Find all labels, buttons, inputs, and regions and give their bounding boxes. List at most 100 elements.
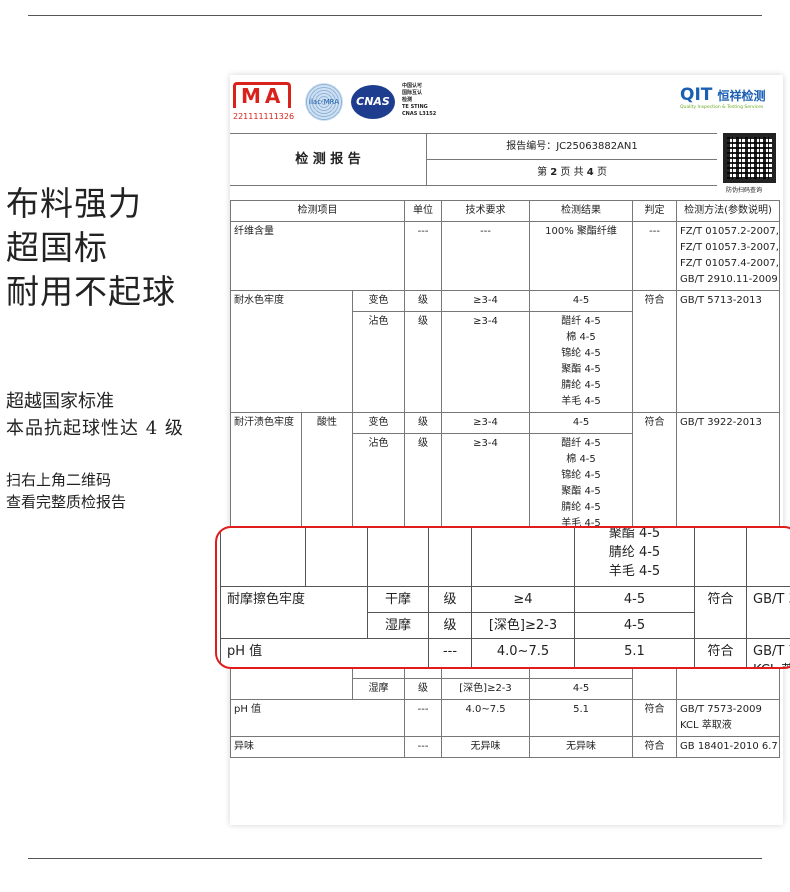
report-title-box: 检 测 报 告 报告编号：JC25063882AN1 第 2 页 共 4 页 bbox=[230, 133, 717, 186]
table-row: 沾色 级 ≥3-4 醋纤 4-5 棉 4-5 锦纶 4-5 聚酯 4-5 腈纶 … bbox=[231, 311, 780, 413]
item-cell bbox=[220, 528, 306, 587]
table-row: 异味 --- 无异味 无异味 符合 GB 18401-2010 6.7 bbox=[229, 736, 781, 758]
header-result: 检测结果 bbox=[529, 200, 634, 222]
cnas-caption: 中国认可 国际互认 检测 TE STING CNAS L3152 bbox=[402, 83, 436, 118]
caption-line: 国际互认 bbox=[402, 90, 423, 96]
qit-mark: QIT bbox=[680, 85, 713, 105]
item-cell: pH 值 bbox=[220, 638, 429, 667]
req-cell: [深色]≥2-3 bbox=[441, 678, 531, 700]
method-cell: GB/T 7 KCL 萃 bbox=[746, 638, 790, 667]
caption-line: CNAS L3152 bbox=[402, 111, 437, 117]
header-unit: 单位 bbox=[404, 200, 443, 222]
stain-result: 醋纤 4-5 bbox=[561, 316, 601, 327]
verdict-cell: 符合 bbox=[694, 638, 747, 667]
verdict-cell bbox=[694, 528, 747, 587]
stain-result: 聚酯 4-5 bbox=[608, 526, 661, 541]
item-cell: 耐水色牢度 bbox=[230, 290, 353, 413]
unit-cell: 级 bbox=[404, 290, 443, 312]
stain-result: 棉 4-5 bbox=[566, 454, 596, 465]
method-line: FZ/T 01057.3-2007, bbox=[680, 242, 779, 253]
result-cell: 100% 聚酯纤维 bbox=[529, 221, 634, 291]
hint-line: 扫右上角二维码 bbox=[6, 471, 112, 489]
results-table: 检测项目 单位 技术要求 检测结果 判定 检测方法(参数说明) 纤维含量 ---… bbox=[229, 200, 781, 758]
sub-item-cell: 变色 bbox=[351, 290, 406, 312]
unit-cell: --- bbox=[404, 736, 443, 758]
hint-line: 查看完整质检报告 bbox=[6, 493, 127, 511]
caption-line: 检测 bbox=[402, 97, 413, 103]
unit-cell: 级 bbox=[428, 586, 472, 613]
table-row: 聚酯 4-5 腈纶 4-5 羊毛 4-5 bbox=[220, 526, 790, 587]
item-cell: pH 值 bbox=[229, 699, 406, 737]
method-line: KCL 萃取液 bbox=[680, 720, 732, 731]
report-title: 检 测 报 告 bbox=[230, 134, 427, 186]
table-row: 耐摩擦色牢度 干摩 级 ≥4 4-5 符合 GB/T 3 bbox=[220, 586, 790, 639]
header-row: 检测项目 单位 技术要求 检测结果 判定 检测方法(参数说明) bbox=[229, 200, 781, 222]
stain-result: 锦纶 4-5 bbox=[561, 470, 601, 481]
page-suffix: 页 bbox=[596, 167, 607, 178]
cma-text: MA bbox=[241, 84, 285, 108]
caption-line: 中国认可 bbox=[402, 83, 423, 89]
sub-item-cell bbox=[305, 528, 368, 587]
page-total: 4 bbox=[586, 167, 594, 178]
header-method: 检测方法(参数说明) bbox=[676, 200, 781, 222]
table-row: pH 值 --- 4.0~7.5 5.1 符合 GB/T 7 KCL 萃 bbox=[220, 638, 790, 667]
stain-result: 醋纤 4-5 bbox=[561, 438, 601, 449]
promo-headline: 布料强力 超国标 耐用不起球 bbox=[6, 182, 176, 314]
verdict-cell: 符合 bbox=[632, 290, 678, 413]
method-line: FZ/T 01057.4-2007, bbox=[680, 258, 779, 269]
qit-name: 恒祥检测 bbox=[717, 89, 766, 103]
stain-result: 羊毛 4-5 bbox=[608, 564, 661, 579]
magnified-highlight: 聚酯 4-5 腈纶 4-5 羊毛 4-5 耐摩擦色牢度 干摩 级 ≥4 4-5 … bbox=[215, 526, 790, 669]
stain-result: 羊毛 4-5 bbox=[561, 518, 601, 529]
method-line: KCL 萃 bbox=[753, 661, 790, 667]
stain-result: 腈纶 4-5 bbox=[608, 545, 661, 560]
unit-cell bbox=[428, 528, 472, 587]
unit-cell: --- bbox=[404, 699, 443, 737]
item-cell: 耐摩擦色牢度 bbox=[220, 586, 368, 639]
req-cell: ≥3-4 bbox=[441, 311, 531, 413]
subline-line: 超越国家标准 bbox=[6, 391, 114, 412]
result-cell: 5.1 bbox=[529, 699, 634, 737]
stain-result: 羊毛 4-5 bbox=[561, 396, 601, 407]
stain-result: 聚酯 4-5 bbox=[561, 364, 601, 375]
header-verdict: 判定 bbox=[632, 200, 678, 222]
bottom-divider bbox=[28, 858, 762, 859]
req-cell: --- bbox=[441, 221, 531, 291]
table-row: 耐水色牢度 变色 级 ≥3-4 4-5 符合 GB/T 5713-2013 bbox=[230, 290, 781, 413]
result-cell: 无异味 bbox=[529, 736, 634, 758]
method-line: GB/T 7573-2009 bbox=[680, 704, 762, 715]
caption-line: TE STING bbox=[402, 104, 428, 110]
qit-tagline: Quality Inspection & Testing Services bbox=[680, 105, 764, 110]
top-divider bbox=[28, 15, 762, 16]
table-row: 湿摩 级 [深色]≥2-3 4-5 bbox=[221, 612, 790, 639]
result-cell: 聚酯 4-5 腈纶 4-5 羊毛 4-5 bbox=[574, 526, 695, 587]
unit-cell: 级 bbox=[428, 612, 472, 639]
cnas-logo: CNAS bbox=[351, 85, 395, 119]
page-current: 2 bbox=[550, 167, 558, 178]
sub-item-cell: 变色 bbox=[351, 412, 406, 434]
result-cell: 醋纤 4-5 棉 4-5 锦纶 4-5 聚酯 4-5 腈纶 4-5 羊毛 4-5 bbox=[529, 311, 634, 413]
table-row: 纤维含量 --- --- 100% 聚酯纤维 --- FZ/T 01057.2-… bbox=[229, 221, 781, 291]
page-indicator: 第 2 页 共 4 页 bbox=[427, 160, 717, 186]
header-requirement: 技术要求 bbox=[441, 200, 531, 222]
cma-logo: MA 221111111326 bbox=[233, 82, 294, 122]
result-cell: 4-5 bbox=[529, 678, 634, 700]
verdict-cell: --- bbox=[632, 221, 678, 291]
unit-cell: 级 bbox=[404, 412, 443, 434]
req-cell: [深色]≥2-3 bbox=[471, 612, 575, 639]
page-prefix: 第 bbox=[537, 167, 548, 178]
stain-result: 腈纶 4-5 bbox=[561, 380, 601, 391]
promo-subline: 超越国家标准 本品抗起球性达 4 级 bbox=[6, 388, 184, 442]
unit-cell: 级 bbox=[404, 678, 443, 700]
ilac-logo: ilac-MRA bbox=[305, 83, 343, 121]
verdict-cell: 符合 bbox=[632, 736, 678, 758]
qr-label: 防伪扫码查询 bbox=[726, 187, 763, 194]
table-row: 耐汗渍色牢度 酸性 变色 级 ≥3-4 4-5 符合 GB/T 3922-201… bbox=[230, 412, 781, 656]
item-cell: 纤维含量 bbox=[229, 221, 406, 291]
method-line: FZ/T 01057.2-2007, bbox=[680, 226, 779, 237]
unit-cell: 级 bbox=[404, 311, 443, 413]
subline-line: 本品抗起球性达 4 级 bbox=[6, 418, 184, 439]
result-cell: 5.1 bbox=[574, 638, 695, 667]
qr-code[interactable] bbox=[723, 133, 776, 183]
verdict-cell: 符合 bbox=[694, 586, 747, 639]
